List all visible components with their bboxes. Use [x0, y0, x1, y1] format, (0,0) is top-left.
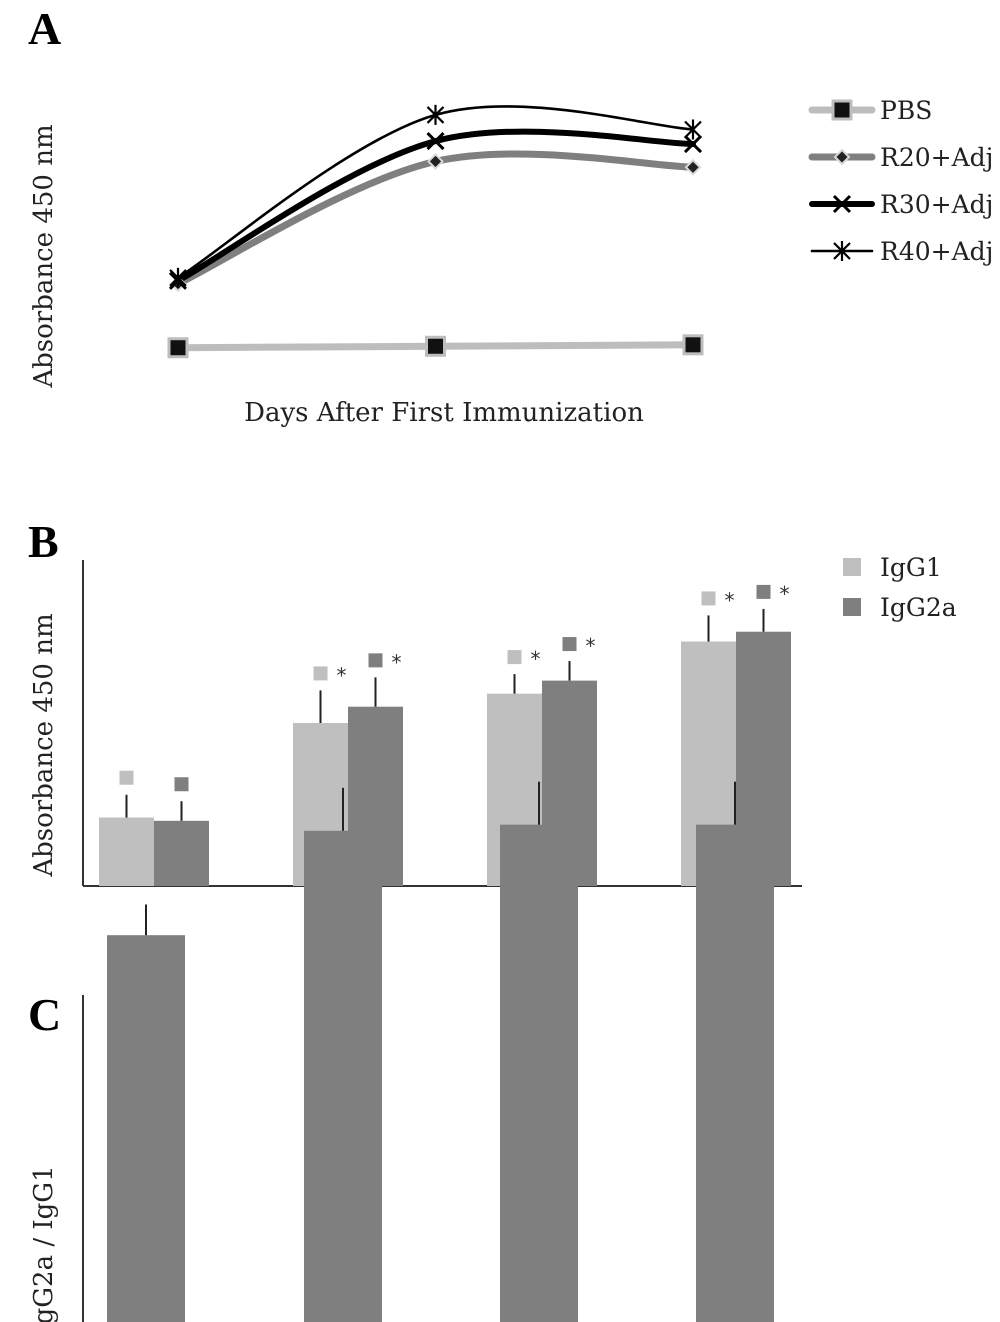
- legend-label-r20-adj: R20+Adj: [880, 143, 993, 172]
- panel-a-legend: PBS R20+Adj R30+Adj R40+Adj: [808, 96, 993, 266]
- marker-pbs-3: [682, 334, 704, 356]
- legend-marker-r40-adj: [833, 241, 851, 261]
- marker-r40-adj-3: [684, 119, 702, 140]
- panel-a-markers: [167, 104, 704, 359]
- legend-marker-r20-adj: [833, 148, 851, 166]
- panel-b: B Absorbance 450 nm * * * * * * IgG1 IgG2a: [28, 516, 957, 887]
- legend-label-igg1: IgG1: [880, 553, 942, 582]
- sig-star-igg1-2: *: [337, 663, 347, 687]
- panel-c-bars: [107, 781, 774, 1322]
- marker-pbs-2: [425, 335, 446, 357]
- sig-star-igg2a-4: *: [780, 582, 790, 606]
- bar-igg2a-1: [154, 820, 209, 886]
- panel-a-letter: A: [28, 3, 61, 54]
- marker-r40-adj-2: [426, 104, 445, 125]
- sig-marker-igg2a-1: [174, 777, 189, 792]
- panel-c: C IgG2a / IgG1: [28, 781, 774, 1322]
- panel-c-letter: C: [28, 989, 61, 1040]
- legend-label-r30-adj: R30+Adj: [880, 190, 993, 219]
- panel-a-ylabel: Absorbance 450 nm: [29, 124, 59, 388]
- marker-r20-adj-2: [427, 153, 444, 170]
- sig-marker-igg1-2: [313, 666, 328, 681]
- sig-star-igg2a-2: *: [392, 650, 402, 674]
- sig-star-igg1-4: *: [725, 588, 735, 612]
- bar-ratio-2: [304, 830, 382, 1322]
- sig-star-igg2a-3: *: [586, 634, 596, 658]
- sig-star-igg1-3: *: [531, 647, 541, 671]
- line-r20-adj: [174, 150, 697, 288]
- legend-label-pbs: PBS: [880, 96, 932, 125]
- panel-b-ylabel: Absorbance 450 nm: [29, 613, 59, 877]
- sig-marker-igg1-1: [119, 770, 134, 785]
- bar-ratio-4: [696, 824, 774, 1322]
- marker-r20-adj-3: [684, 158, 702, 176]
- legend-swatch-igg1: [843, 558, 861, 576]
- legend-label-igg2a: IgG2a: [880, 593, 957, 622]
- bar-igg1-1: [99, 817, 154, 886]
- marker-r40-adj-1: [169, 267, 187, 288]
- legend-label-r40-adj: R40+Adj: [880, 237, 993, 266]
- legend-marker-pbs: [831, 99, 853, 121]
- panel-b-bars: * * * * * *: [99, 582, 791, 886]
- panel-c-ylabel: IgG2a / IgG1: [29, 1165, 59, 1322]
- sig-marker-igg2a-2: [368, 653, 383, 668]
- legend-marker-r30-adj: [832, 194, 852, 214]
- line-r40-adj: [176, 105, 695, 280]
- panel-b-letter: B: [28, 516, 59, 567]
- sig-marker-igg2a-3: [562, 637, 577, 652]
- bar-ratio-3: [500, 824, 578, 1322]
- panel-a: A Absorbance 450 nm Days After First Imm…: [28, 3, 993, 428]
- bar-ratio-1: [107, 935, 185, 1322]
- sig-marker-igg1-3: [507, 650, 522, 665]
- marker-pbs-1: [167, 337, 189, 359]
- sig-marker-igg2a-4: [756, 584, 771, 599]
- sig-marker-igg1-4: [701, 591, 716, 606]
- panel-a-xlabel: Days After First Immunization: [244, 398, 644, 428]
- marker-r30-adj-2: [426, 132, 445, 151]
- panel-b-legend: IgG1 IgG2a: [843, 553, 957, 622]
- marker-r30-adj-3: [683, 134, 703, 154]
- legend-swatch-igg2a: [843, 598, 861, 616]
